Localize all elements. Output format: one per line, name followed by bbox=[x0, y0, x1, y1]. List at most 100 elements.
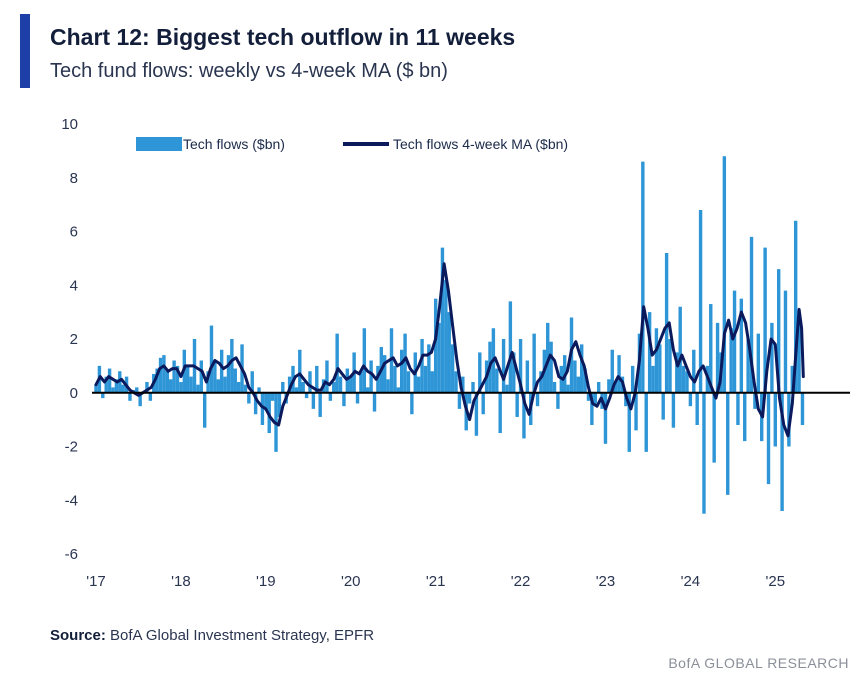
flow-bar bbox=[518, 339, 523, 393]
flow-bar bbox=[722, 156, 727, 393]
source-note: Source: BofA Global Investment Strategy,… bbox=[50, 627, 374, 644]
flow-bar bbox=[539, 371, 543, 393]
flow-bar bbox=[773, 392, 777, 447]
flow-bar bbox=[209, 325, 214, 393]
flow-bar bbox=[450, 344, 455, 393]
flow-bar bbox=[386, 379, 390, 393]
flow-bar bbox=[175, 365, 180, 393]
flow-bar bbox=[498, 392, 502, 434]
flow-bar bbox=[158, 357, 163, 393]
y-tick-label: 0 bbox=[70, 385, 78, 402]
flow-bar bbox=[230, 339, 234, 393]
flow-bar bbox=[376, 365, 380, 393]
flow-bar bbox=[338, 376, 343, 393]
flow-bar bbox=[196, 384, 200, 393]
x-tick-label: '20 bbox=[341, 573, 361, 590]
flow-bar bbox=[369, 360, 373, 393]
flow-bar bbox=[155, 368, 159, 393]
flow-bar bbox=[311, 392, 316, 409]
flow-bar bbox=[355, 392, 360, 404]
flow-bar bbox=[681, 365, 686, 393]
flow-bar bbox=[433, 298, 438, 393]
flow-bar bbox=[121, 384, 125, 393]
flow-bar bbox=[756, 333, 761, 393]
source-label: Source: bbox=[50, 627, 106, 644]
flow-bar bbox=[732, 290, 737, 393]
flow-bar bbox=[573, 360, 577, 393]
flow-bar bbox=[393, 365, 397, 393]
flow-bar bbox=[226, 355, 231, 393]
flow-bar bbox=[114, 379, 119, 393]
flow-bar bbox=[678, 306, 682, 393]
flow-bar bbox=[702, 392, 706, 514]
flow-bar bbox=[233, 368, 237, 393]
flow-bar bbox=[162, 355, 166, 393]
flow-bar bbox=[179, 382, 183, 393]
flow-bar bbox=[420, 339, 424, 393]
flow-bar bbox=[287, 376, 292, 393]
flow-bar bbox=[430, 371, 434, 393]
flow-bar bbox=[692, 349, 696, 393]
y-tick-label: -4 bbox=[65, 492, 78, 509]
flow-bar bbox=[736, 392, 740, 425]
ma-line bbox=[94, 262, 805, 438]
legend: Tech flows ($bn) Tech flows 4-week MA ($… bbox=[136, 136, 568, 152]
flow-bar bbox=[512, 352, 516, 393]
flow-bar bbox=[481, 392, 485, 415]
flow-bar bbox=[709, 304, 713, 393]
flow-bar bbox=[247, 392, 251, 404]
flow-bar bbox=[726, 392, 730, 495]
flow-bar bbox=[308, 371, 312, 393]
flow-bar bbox=[688, 392, 693, 407]
flow-bar bbox=[454, 371, 458, 393]
flow-bar bbox=[668, 339, 672, 393]
flow-bar bbox=[613, 382, 618, 393]
flow-bar bbox=[505, 384, 509, 393]
flow-bar bbox=[189, 376, 193, 393]
flow-bar bbox=[366, 387, 370, 393]
flow-bar bbox=[427, 344, 431, 393]
flow-bar bbox=[471, 382, 475, 393]
flow-bar bbox=[495, 368, 499, 393]
flow-bar bbox=[403, 333, 407, 393]
flow-bar bbox=[383, 355, 387, 393]
flow-bar bbox=[617, 355, 621, 393]
flow-bar bbox=[651, 365, 655, 393]
x-tick-label: '22 bbox=[511, 573, 531, 590]
flow-bar bbox=[729, 328, 733, 393]
x-tick-label: '21 bbox=[426, 573, 446, 590]
flow-bar bbox=[556, 392, 560, 409]
flow-bar bbox=[675, 352, 679, 393]
flow-bar bbox=[372, 392, 377, 412]
flow-bar bbox=[277, 392, 282, 417]
flow-bar bbox=[101, 392, 105, 399]
flow-bar bbox=[522, 392, 526, 439]
flow-bar bbox=[583, 368, 587, 393]
flow-bar bbox=[447, 312, 451, 393]
flow-bar bbox=[325, 360, 329, 393]
flow-bar bbox=[532, 333, 536, 393]
flow-bar bbox=[715, 322, 720, 393]
flow-bar bbox=[243, 384, 248, 393]
flow-bar bbox=[223, 376, 227, 393]
flow-bar bbox=[318, 392, 322, 417]
flow-bar bbox=[749, 236, 754, 393]
flow-bar bbox=[440, 247, 445, 393]
flow-bar bbox=[410, 392, 414, 415]
flow-bar bbox=[535, 392, 540, 407]
flow-bar bbox=[654, 328, 659, 393]
flow-bar bbox=[461, 376, 465, 393]
flow-bar bbox=[780, 392, 784, 511]
flow-bar bbox=[630, 365, 635, 393]
chart-subtitle: Tech fund flows: weekly vs 4-week MA ($ … bbox=[50, 60, 448, 82]
flow-bar bbox=[474, 392, 479, 436]
ma-series bbox=[94, 262, 805, 438]
flow-bar bbox=[743, 392, 747, 442]
flow-bar bbox=[590, 392, 594, 425]
flow-bar bbox=[270, 392, 275, 401]
flow-bar bbox=[199, 360, 203, 393]
y-tick-label: -6 bbox=[65, 546, 78, 563]
flow-bar bbox=[332, 382, 336, 393]
x-tick-label: '18 bbox=[171, 573, 191, 590]
x-axis: '17 '18 '19 '20 '21 '22 '23 '24 '25 bbox=[86, 573, 785, 590]
